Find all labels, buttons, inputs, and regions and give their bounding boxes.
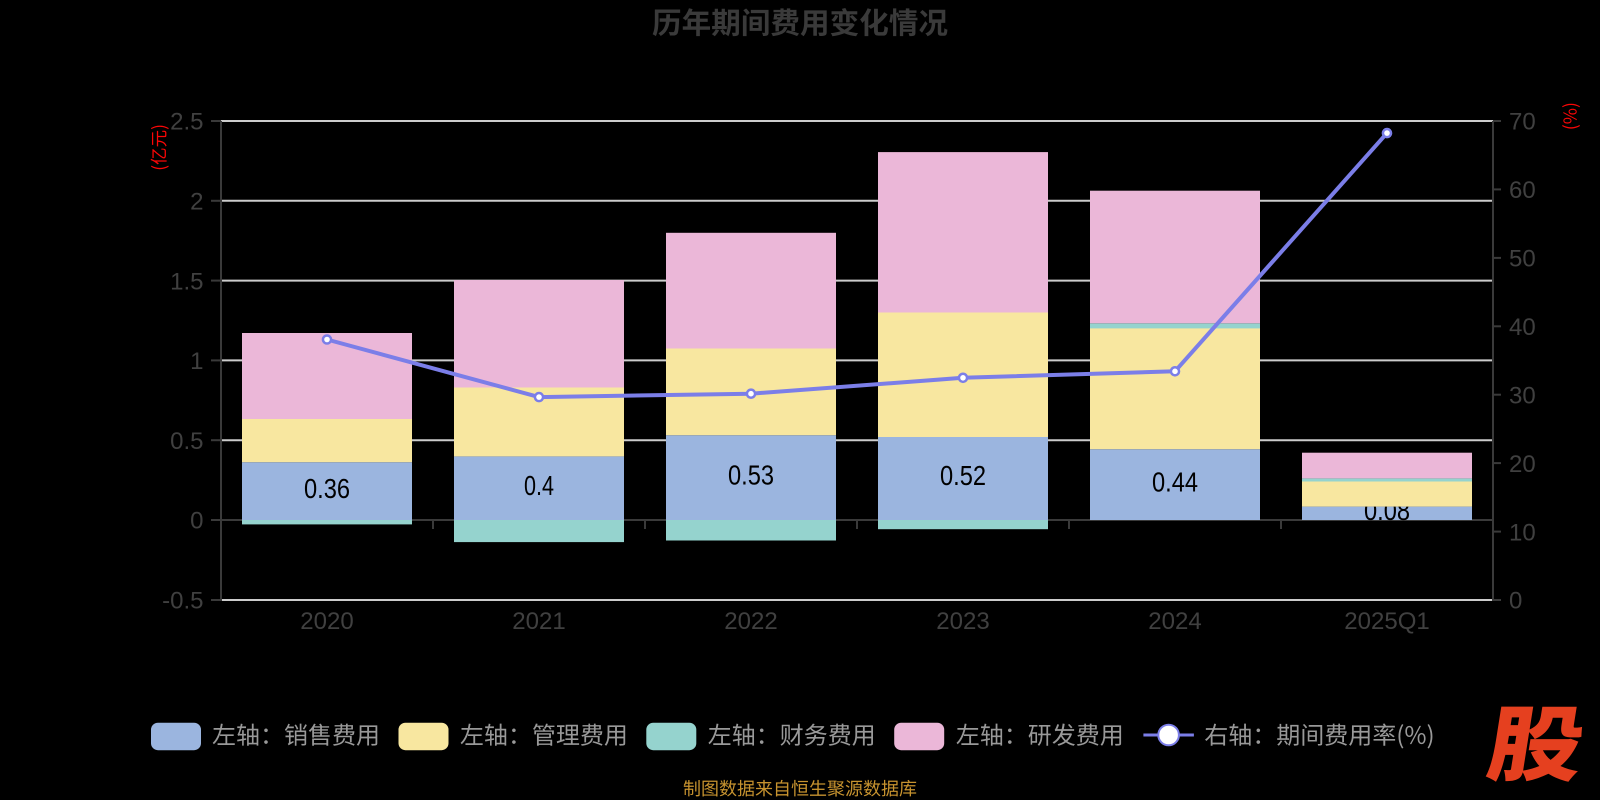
svg-text:0.44: 0.44 (1152, 466, 1198, 497)
svg-text:2024: 2024 (1148, 608, 1201, 635)
svg-text:30: 30 (1509, 382, 1536, 409)
svg-text:0: 0 (1509, 588, 1522, 615)
svg-text:2020: 2020 (300, 608, 353, 635)
svg-text:0.52: 0.52 (940, 460, 986, 491)
svg-text:2022: 2022 (724, 608, 777, 635)
svg-text:70: 70 (1509, 109, 1536, 136)
svg-text:2025Q1: 2025Q1 (1344, 608, 1429, 635)
svg-text:0.5: 0.5 (170, 428, 203, 455)
svg-text:1.5: 1.5 (170, 268, 203, 295)
svg-text:2021: 2021 (512, 608, 565, 635)
svg-text:2023: 2023 (936, 608, 989, 635)
svg-text:50: 50 (1509, 246, 1536, 273)
svg-text:0.36: 0.36 (304, 473, 350, 504)
svg-text:40: 40 (1509, 314, 1536, 341)
svg-text:2: 2 (190, 189, 203, 216)
svg-text:-0.5: -0.5 (162, 588, 203, 615)
svg-text:0: 0 (190, 508, 203, 535)
svg-text:0.53: 0.53 (728, 459, 774, 490)
svg-text:60: 60 (1509, 177, 1536, 204)
svg-text:1: 1 (190, 348, 203, 375)
svg-text:2.5: 2.5 (170, 109, 203, 136)
svg-text:10: 10 (1509, 519, 1536, 546)
svg-text:20: 20 (1509, 451, 1536, 478)
svg-text:0.4: 0.4 (524, 470, 554, 501)
